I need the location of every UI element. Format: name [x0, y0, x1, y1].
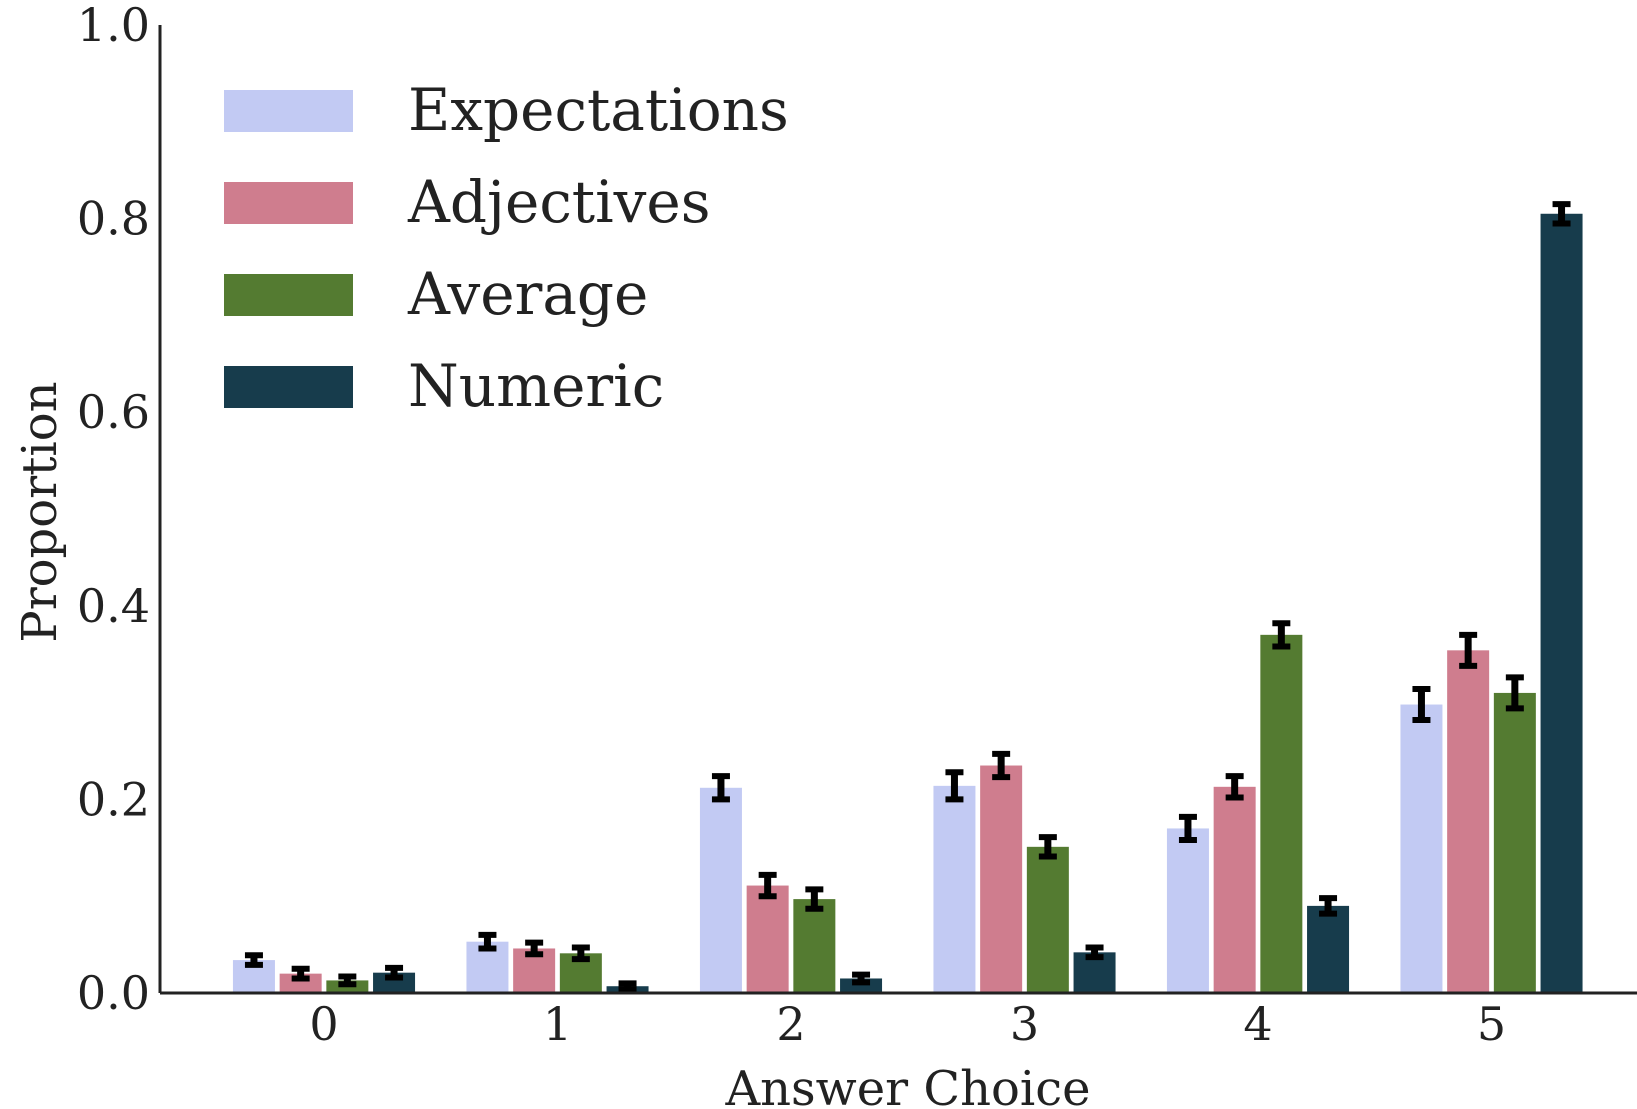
bar-adjectives-0 [279, 973, 322, 993]
legend-label-expectations: Expectations [408, 76, 789, 144]
legend-label-numeric: Numeric [408, 352, 664, 420]
legend: Expectations Adjectives Average Numeric [224, 76, 789, 420]
error-bar-expectations-1 [478, 931, 497, 952]
error-bar-numeric-3 [1085, 944, 1104, 961]
legend-swatch-numeric [224, 366, 353, 408]
legend-label-adjectives: Adjectives [407, 168, 711, 236]
error-bar-adjectives-1 [525, 939, 544, 958]
legend-swatch-expectations [224, 90, 353, 132]
bars-layer [232, 213, 1583, 993]
x-tick-label: 2 [776, 997, 805, 1051]
bar-average-3 [1026, 846, 1069, 993]
bar-adjectives-4 [1213, 786, 1256, 993]
bar-numeric-4 [1307, 905, 1350, 993]
y-tick-label: 1.0 [77, 0, 150, 52]
error-bar-average-5 [1505, 674, 1524, 712]
error-bar-average-2 [805, 886, 824, 912]
bar-expectations-5 [1400, 704, 1443, 993]
x-tick-labels: 0 1 2 3 4 5 [309, 997, 1506, 1051]
bar-expectations-3 [933, 785, 976, 993]
error-bar-adjectives-2 [758, 871, 777, 900]
error-bar-numeric-4 [1319, 895, 1338, 917]
y-axis-label: Proportion [12, 381, 68, 642]
bar-adjectives-2 [746, 885, 789, 993]
error-bar-adjectives-3 [992, 750, 1011, 781]
bar-numeric-2 [840, 978, 883, 993]
x-tick-label: 5 [1477, 997, 1506, 1051]
legend-label-average: Average [407, 260, 648, 328]
x-tick-label: 1 [543, 997, 572, 1051]
bar-average-2 [793, 899, 836, 993]
error-bar-numeric-2 [852, 971, 871, 986]
x-tick-label: 3 [1010, 997, 1039, 1051]
legend-swatch-adjectives [224, 182, 353, 224]
error-bar-expectations-2 [711, 773, 730, 803]
legend-swatch-average [224, 274, 353, 316]
x-axis-label: Answer Choice [724, 1061, 1090, 1109]
error-bar-average-1 [571, 944, 590, 963]
y-tick-label: 0.6 [77, 385, 150, 439]
y-tick-label: 0.2 [77, 772, 150, 826]
bar-expectations-2 [699, 787, 742, 993]
error-bar-adjectives-4 [1225, 773, 1244, 801]
bar-numeric-5 [1540, 213, 1583, 993]
y-tick-label: 0.4 [77, 579, 150, 633]
error-bar-expectations-4 [1178, 813, 1197, 844]
error-bar-expectations-3 [945, 769, 964, 803]
error-bars-layer [244, 201, 1571, 993]
x-tick-label: 0 [309, 997, 338, 1051]
error-bar-numeric-5 [1552, 201, 1571, 227]
error-bar-average-4 [1272, 620, 1291, 650]
error-bar-expectations-0 [244, 952, 263, 968]
y-tick-labels: 0.0 0.2 0.4 0.6 0.8 1.0 [77, 0, 150, 1020]
bar-average-5 [1493, 692, 1536, 993]
bar-expectations-4 [1166, 828, 1209, 993]
error-bar-numeric-1 [618, 980, 637, 993]
error-bar-adjectives-0 [291, 965, 310, 982]
bar-numeric-0 [373, 972, 416, 993]
bar-adjectives-5 [1447, 650, 1490, 993]
error-bar-expectations-5 [1412, 686, 1431, 724]
error-bar-adjectives-5 [1459, 631, 1478, 669]
error-bar-average-3 [1038, 834, 1057, 860]
bar-average-4 [1260, 634, 1303, 993]
y-tick-label: 0.0 [77, 966, 150, 1020]
x-tick-label: 4 [1243, 997, 1272, 1051]
error-bar-average-0 [338, 973, 357, 988]
bar-adjectives-3 [980, 765, 1023, 993]
error-bar-numeric-0 [385, 964, 404, 981]
y-tick-label: 0.8 [77, 192, 150, 246]
